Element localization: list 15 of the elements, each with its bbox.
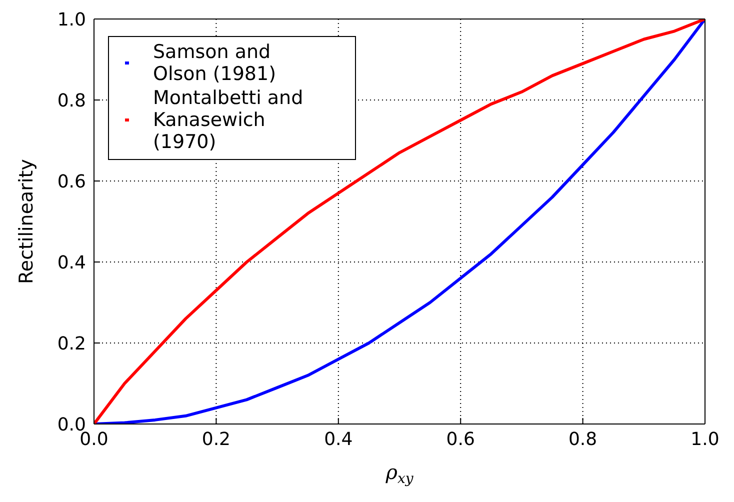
y-tick-label: 1.0: [57, 9, 86, 30]
y-axis-title: Rectilinearity: [16, 159, 38, 284]
x-tick-label: 0.4: [324, 428, 353, 450]
y-tick-label: 0.8: [57, 90, 86, 112]
x-axis-title: ρ$_{xy}$: [384, 460, 414, 488]
y-tick-label: 0.2: [57, 333, 86, 354]
x-tick-label: 1.0: [690, 428, 720, 450]
line-series: [94, 19, 705, 424]
y-tick-label: 0.4: [57, 252, 86, 274]
y-tick-label: 0.6: [57, 171, 86, 192]
legend-label: Montalbetti and Kanasewich (1970): [153, 87, 304, 153]
x-tick-label: 0.8: [568, 428, 598, 450]
legend-label: Samson and Olson (1981): [153, 41, 278, 85]
x-tick-label: 0.6: [446, 428, 475, 450]
x-tick-label: 0.2: [202, 428, 231, 450]
